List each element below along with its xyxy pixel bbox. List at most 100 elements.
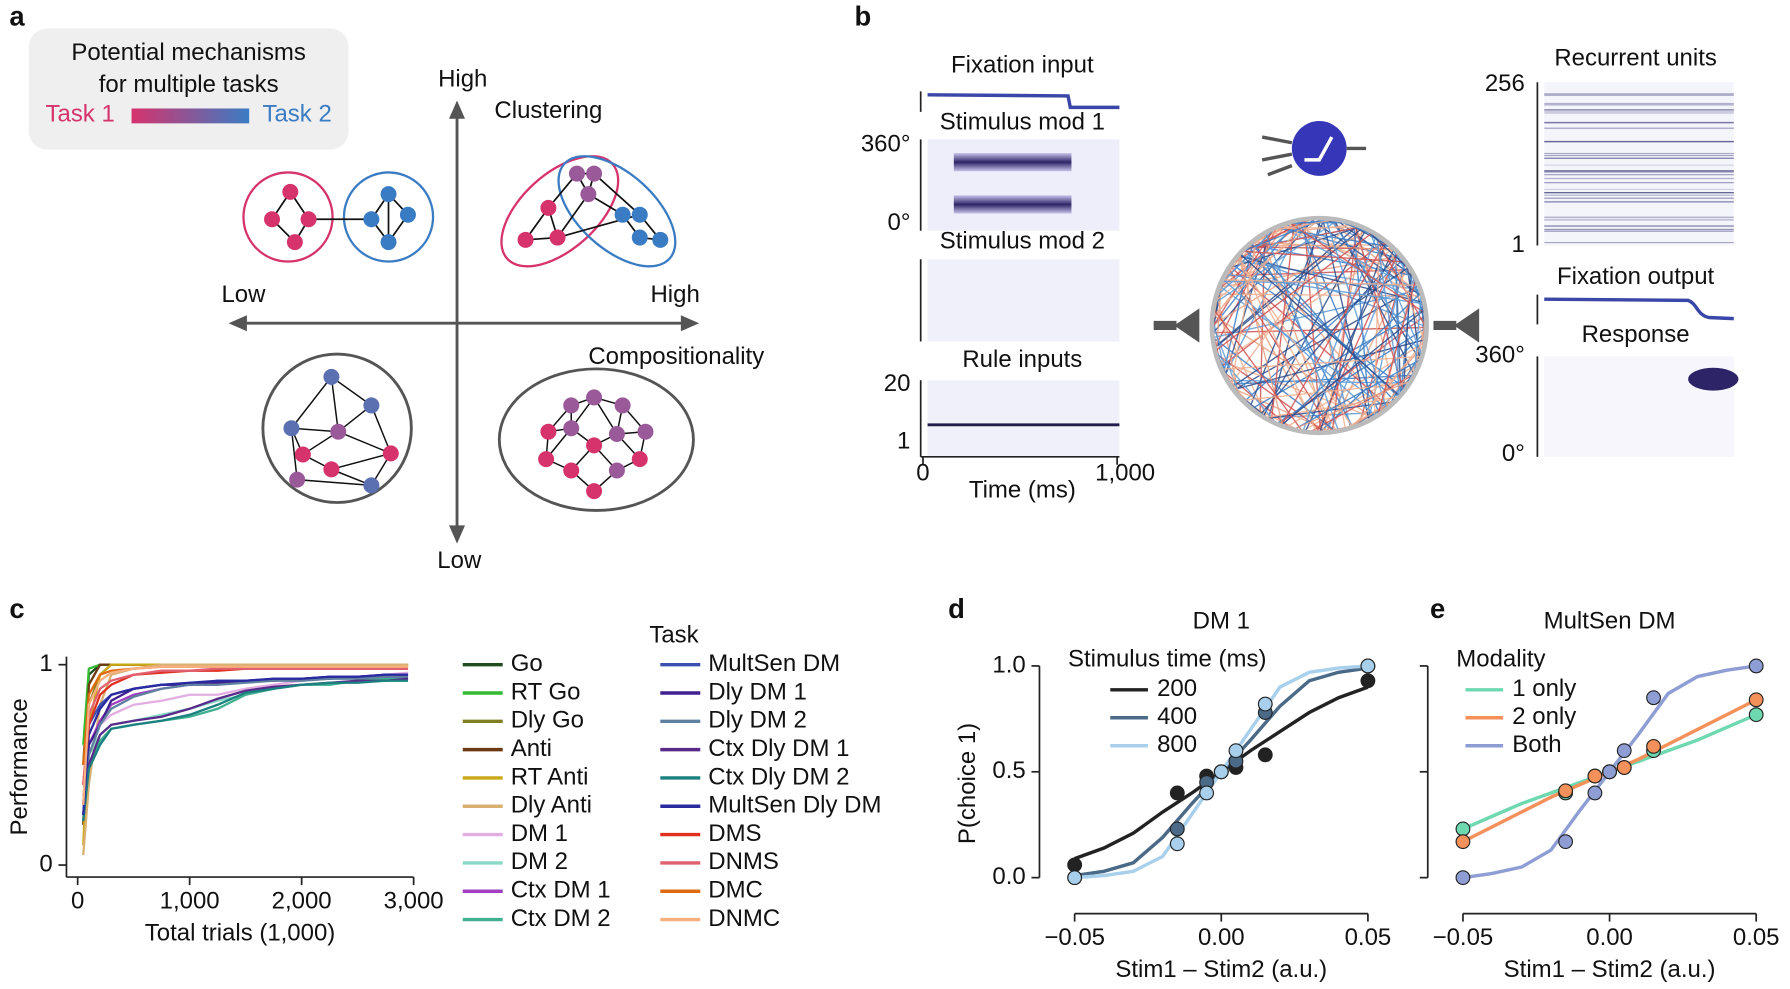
connection [1213, 309, 1303, 431]
connection [1245, 226, 1360, 251]
fixation-output-trace [1544, 297, 1734, 321]
panel-label: c [9, 593, 24, 624]
y-tick-label: 0.0 [992, 863, 1025, 890]
legend-label: Anti [511, 735, 552, 762]
fixation-trace [927, 93, 1120, 110]
data-point [1616, 760, 1632, 775]
y-tick-label: 1.0 [992, 651, 1025, 678]
connection [1213, 219, 1310, 317]
legend-label: DM 1 [511, 820, 568, 847]
data-point [1228, 743, 1244, 759]
panel-label: d [948, 593, 965, 624]
connection [1214, 227, 1363, 348]
connection [1280, 225, 1424, 307]
tick-label: 0° [1502, 440, 1525, 467]
legend-label: Dly DM 1 [708, 678, 807, 705]
x-tick-label: 0.00 [1198, 924, 1245, 951]
panel-label: b [854, 1, 871, 32]
x-axis-label: Stim1 – Stim2 (a.u.) [1504, 956, 1716, 983]
recurrent-network [1213, 219, 1426, 432]
connection [1304, 249, 1395, 432]
connection [1294, 380, 1410, 430]
axis-spines [919, 91, 1120, 465]
connection [1277, 327, 1426, 424]
legend-title: Task [649, 621, 699, 648]
network-compositional [497, 367, 695, 512]
connection [1270, 222, 1295, 421]
connection [1216, 295, 1240, 395]
legend-label: RT Go [511, 678, 581, 705]
legend-label: MultSen Dly DM [708, 792, 881, 819]
connection [1223, 279, 1376, 417]
connection [1354, 340, 1425, 426]
data-point [1199, 785, 1215, 801]
connection [1226, 273, 1424, 305]
x-tick-label: 1,000 [160, 888, 220, 915]
legend-label: DM 2 [511, 848, 568, 875]
x-tick-label: 3,000 [384, 888, 444, 915]
connection [1213, 337, 1336, 432]
connection [1230, 222, 1348, 385]
network-random [261, 352, 413, 504]
heatmap [927, 259, 1120, 342]
data-point [1257, 696, 1273, 712]
connection [1243, 250, 1405, 263]
connection [1367, 230, 1410, 270]
connection [1281, 309, 1425, 426]
tick-label: 0° [887, 209, 910, 236]
axis-label: Clustering [494, 97, 602, 124]
series-line [82, 667, 409, 786]
y-tick-label: 0 [39, 850, 52, 877]
connection [1377, 280, 1417, 415]
data-point [1558, 834, 1574, 850]
x-axis-label: Stim1 – Stim2 (a.u.) [1115, 956, 1327, 983]
tick-label: 360° [861, 130, 911, 157]
box-text: Potential mechanisms [71, 39, 305, 66]
data-point [1213, 764, 1229, 780]
connection [1330, 219, 1422, 356]
x-axis-label: Total trials (1,000) [145, 920, 335, 947]
data-point [1587, 785, 1603, 801]
connection [1298, 220, 1380, 414]
neuron-icon [1291, 121, 1347, 176]
response-blob [1688, 367, 1739, 391]
series-line [82, 665, 409, 806]
x-tick-label: 2,000 [272, 888, 332, 915]
x-tick-label: 0.05 [1345, 924, 1392, 951]
x-tick-label: 0.00 [1586, 924, 1633, 951]
connection [1265, 233, 1339, 431]
connection [1251, 243, 1395, 402]
connection [1329, 266, 1409, 432]
y-tick-label: 0.5 [992, 757, 1025, 784]
chart-title: DM 1 [1193, 608, 1250, 635]
data-point [1587, 768, 1603, 784]
connection [1290, 222, 1426, 314]
series-line [82, 679, 409, 822]
x-tick-label: −0.05 [1433, 924, 1494, 951]
connection [1213, 223, 1288, 319]
connection [1263, 223, 1353, 236]
connection [1243, 382, 1409, 401]
x-tick-label: 0.05 [1733, 924, 1780, 951]
connection [1223, 278, 1418, 286]
data-point [1455, 834, 1471, 850]
tick-label: 1,000 [1095, 459, 1155, 486]
connection [1322, 219, 1370, 420]
panel-title: Stimulus mod 2 [940, 227, 1105, 254]
data-point [1558, 783, 1574, 799]
heatmap-band [953, 153, 1072, 172]
legend-label: Ctx Dly DM 1 [708, 735, 849, 762]
connection [1215, 232, 1373, 351]
connection [1238, 255, 1317, 432]
panel-title: Fixation output [1557, 263, 1715, 290]
tick-label: 1 [897, 427, 910, 454]
data-point [1646, 690, 1661, 706]
axis-label: High [651, 281, 700, 308]
axis-label: Time (ms) [969, 476, 1076, 503]
data-point [1067, 870, 1083, 886]
connection [1280, 241, 1386, 426]
legend-label: 200 [1157, 675, 1197, 702]
y-tick-label: 1 [39, 650, 52, 677]
legend-label: DMC [708, 877, 763, 904]
tick-label: 1 [1511, 231, 1524, 258]
